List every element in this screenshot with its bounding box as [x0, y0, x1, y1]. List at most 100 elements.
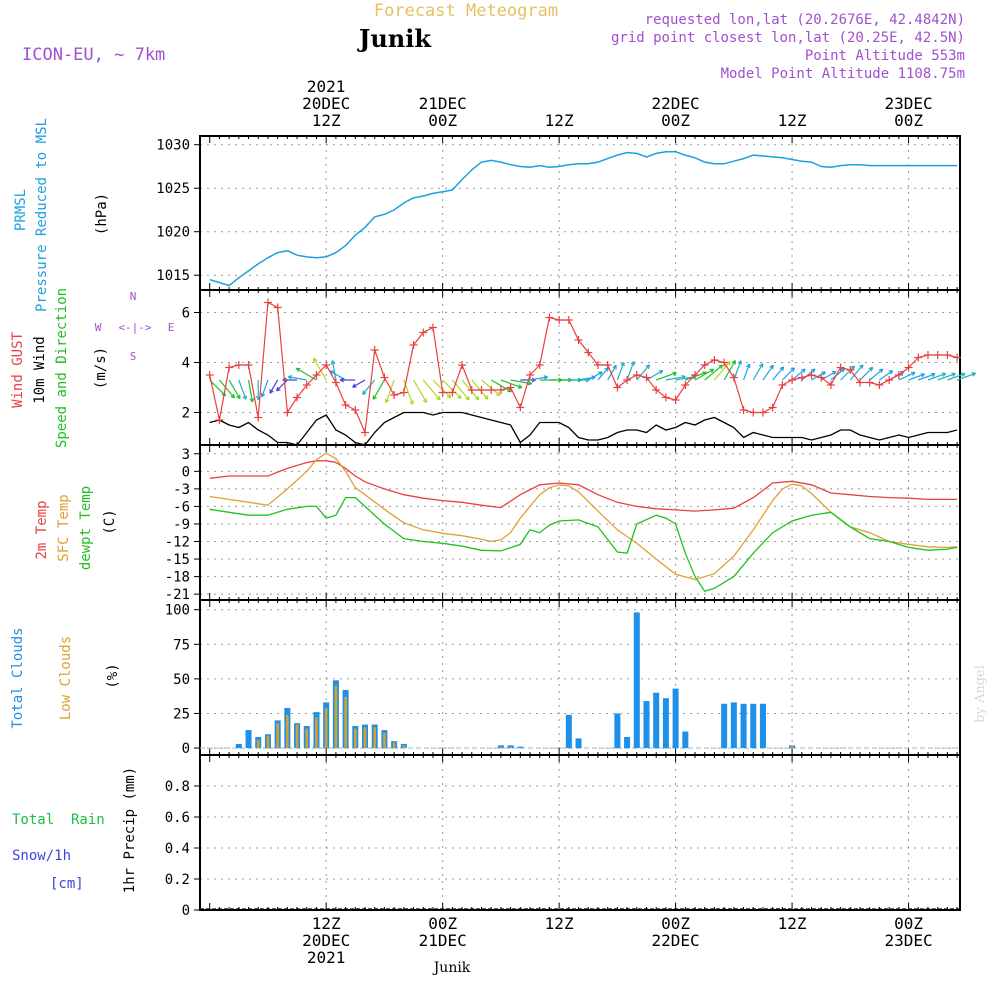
- wind-arrow-42: [616, 361, 625, 381]
- precip-unit: 1hr Precip (mm): [122, 767, 138, 893]
- wind-arrow-head-b-61: [810, 368, 815, 371]
- wind-arrow-1: [218, 379, 235, 399]
- wind-arrow-shaft-63: [820, 370, 837, 381]
- gust-marker-70: [885, 376, 894, 384]
- temp-sfc-label: SFC Temp: [56, 494, 72, 561]
- wind-arrow-shaft-69: [879, 370, 893, 381]
- wind-arrow-shaft-44: [636, 364, 650, 381]
- gust-marker-69: [875, 381, 884, 389]
- wind-arrow-43: [626, 361, 635, 381]
- gust-marker-67: [856, 378, 865, 387]
- temperature-ytick-label-3: -6: [173, 499, 190, 515]
- bottom-time-label-0-2: 2021: [307, 948, 346, 967]
- wind-arrow-head-b-7: [269, 390, 274, 394]
- wind-arrow-head-b-10: [287, 376, 292, 380]
- low-cloud-bar-2: [256, 739, 260, 749]
- wind-arrow-56: [752, 363, 764, 381]
- gust-marker-12: [322, 361, 331, 369]
- wind-arrow-head-b-4: [251, 398, 255, 403]
- gust-marker-20: [399, 388, 408, 397]
- clouds-ytick-label-0: 0: [182, 741, 190, 757]
- compass-e: E: [168, 321, 175, 334]
- wind-arrow-shaft-59: [781, 367, 795, 381]
- gust-marker-64: [826, 381, 835, 389]
- wind-arrow-head-b-28: [497, 391, 501, 396]
- low-cloud-bar-57: [790, 745, 794, 749]
- gust-marker-76: [943, 351, 952, 359]
- wind-arrow-66: [849, 364, 864, 381]
- wind-arrow-head-b-42: [620, 361, 625, 366]
- wind-arrow-shaft-51: [704, 364, 723, 381]
- pressure-ytick-label-3: 1030: [156, 138, 190, 154]
- wind-arrow-shaft-30: [500, 379, 523, 389]
- wind-arrow-head-b-69: [888, 370, 893, 372]
- info-line-1: requested lon,lat (20.2676E, 42.4842N): [645, 12, 965, 28]
- wind-arrow-shaft-13: [331, 360, 337, 381]
- wind-arrow-head-b-41: [612, 364, 617, 368]
- wind-arrow-shaft-73: [918, 373, 936, 381]
- temperature-ytick-label-2: -3: [173, 482, 190, 498]
- wind-arrow-shaft-72: [908, 373, 925, 381]
- wind-arrow-shaft-12: [313, 357, 327, 381]
- total-cloud-bar-54: [759, 703, 766, 749]
- clouds-ytick-label-1: 25: [173, 706, 190, 722]
- wind-arrow-44: [636, 364, 651, 381]
- gust-marker-68: [865, 378, 874, 387]
- gust-marker-60: [788, 376, 797, 384]
- gust-marker-48: [671, 396, 680, 404]
- wind-arrow-31: [510, 379, 533, 386]
- gust-marker-32: [516, 403, 525, 412]
- gust-marker-50: [691, 371, 700, 379]
- top-time-label-0-2: 12Z: [312, 111, 341, 130]
- total-cloud-bar-34: [565, 714, 572, 749]
- wind-arrow-shaft-33: [529, 376, 548, 381]
- gust-marker-53: [720, 358, 729, 367]
- bottom-time-label-3-1: 22DEC: [652, 931, 700, 950]
- top-time-label-4-0: 12Z: [778, 111, 807, 130]
- wind-10m-label: 10m Wind: [32, 336, 48, 403]
- snow-legend: Snow/1h: [12, 848, 71, 864]
- top-time-label-1-0: 21DEC: [419, 94, 467, 113]
- wind-arrow-head-b-59: [790, 367, 795, 370]
- wind-arrow-75: [937, 372, 956, 381]
- wind-arrow-21: [413, 379, 428, 404]
- info-line-2: grid point closest lon,lat (20.25E, 42.5…: [611, 30, 965, 46]
- precip-frame: [199, 754, 961, 911]
- prmsl-label-2: Pressure Reduced to MSL: [34, 118, 50, 312]
- wind-arrow-shaft-65: [840, 365, 855, 381]
- wind-arrow-head-b-47: [681, 374, 686, 378]
- wind-arrow-17: [362, 379, 376, 395]
- gust-marker-24: [438, 388, 447, 397]
- wind-arrow-45: [646, 370, 664, 381]
- wind-arrow-shaft-41: [607, 364, 617, 381]
- pressure-ytick-label-2: 1025: [156, 181, 190, 197]
- bottom-time-label-1-1: 21DEC: [419, 931, 467, 950]
- wind-arrow-head-b-17: [362, 392, 367, 395]
- wind-arrow-76: [947, 372, 966, 381]
- wind-arrow-68: [869, 368, 884, 381]
- wind-arrow-39: [587, 371, 603, 381]
- gust-marker-49: [681, 381, 690, 389]
- gust-marker-19: [390, 391, 399, 399]
- wind-arrow-12: [313, 357, 327, 381]
- info-line-3: Point Altitude 553m: [805, 48, 965, 64]
- gust-marker-39: [584, 348, 593, 357]
- prmsl-label: PRMSL: [13, 189, 29, 231]
- pressure-ytick-label-1: 1020: [156, 225, 190, 241]
- gust-marker-34: [535, 361, 544, 369]
- low-clouds-label: Low Clouds: [58, 636, 74, 720]
- wind-unit: (m/s): [93, 347, 109, 389]
- wind-arrow-shaft-22: [422, 379, 441, 401]
- wind-arrow-head-b-65: [850, 365, 855, 368]
- wind-frame: [199, 289, 961, 446]
- model-label: ICON-EU, ~ 7km: [22, 45, 165, 65]
- gust-marker-17: [370, 346, 379, 354]
- wind-arrow-shaft-57: [762, 364, 774, 381]
- gust-marker-27: [467, 386, 476, 394]
- wind-arrow-shaft-31: [510, 379, 532, 385]
- low-cloud-bar-3: [266, 735, 270, 749]
- gust-marker-26: [458, 361, 467, 369]
- wind-arrow-77: [956, 372, 977, 381]
